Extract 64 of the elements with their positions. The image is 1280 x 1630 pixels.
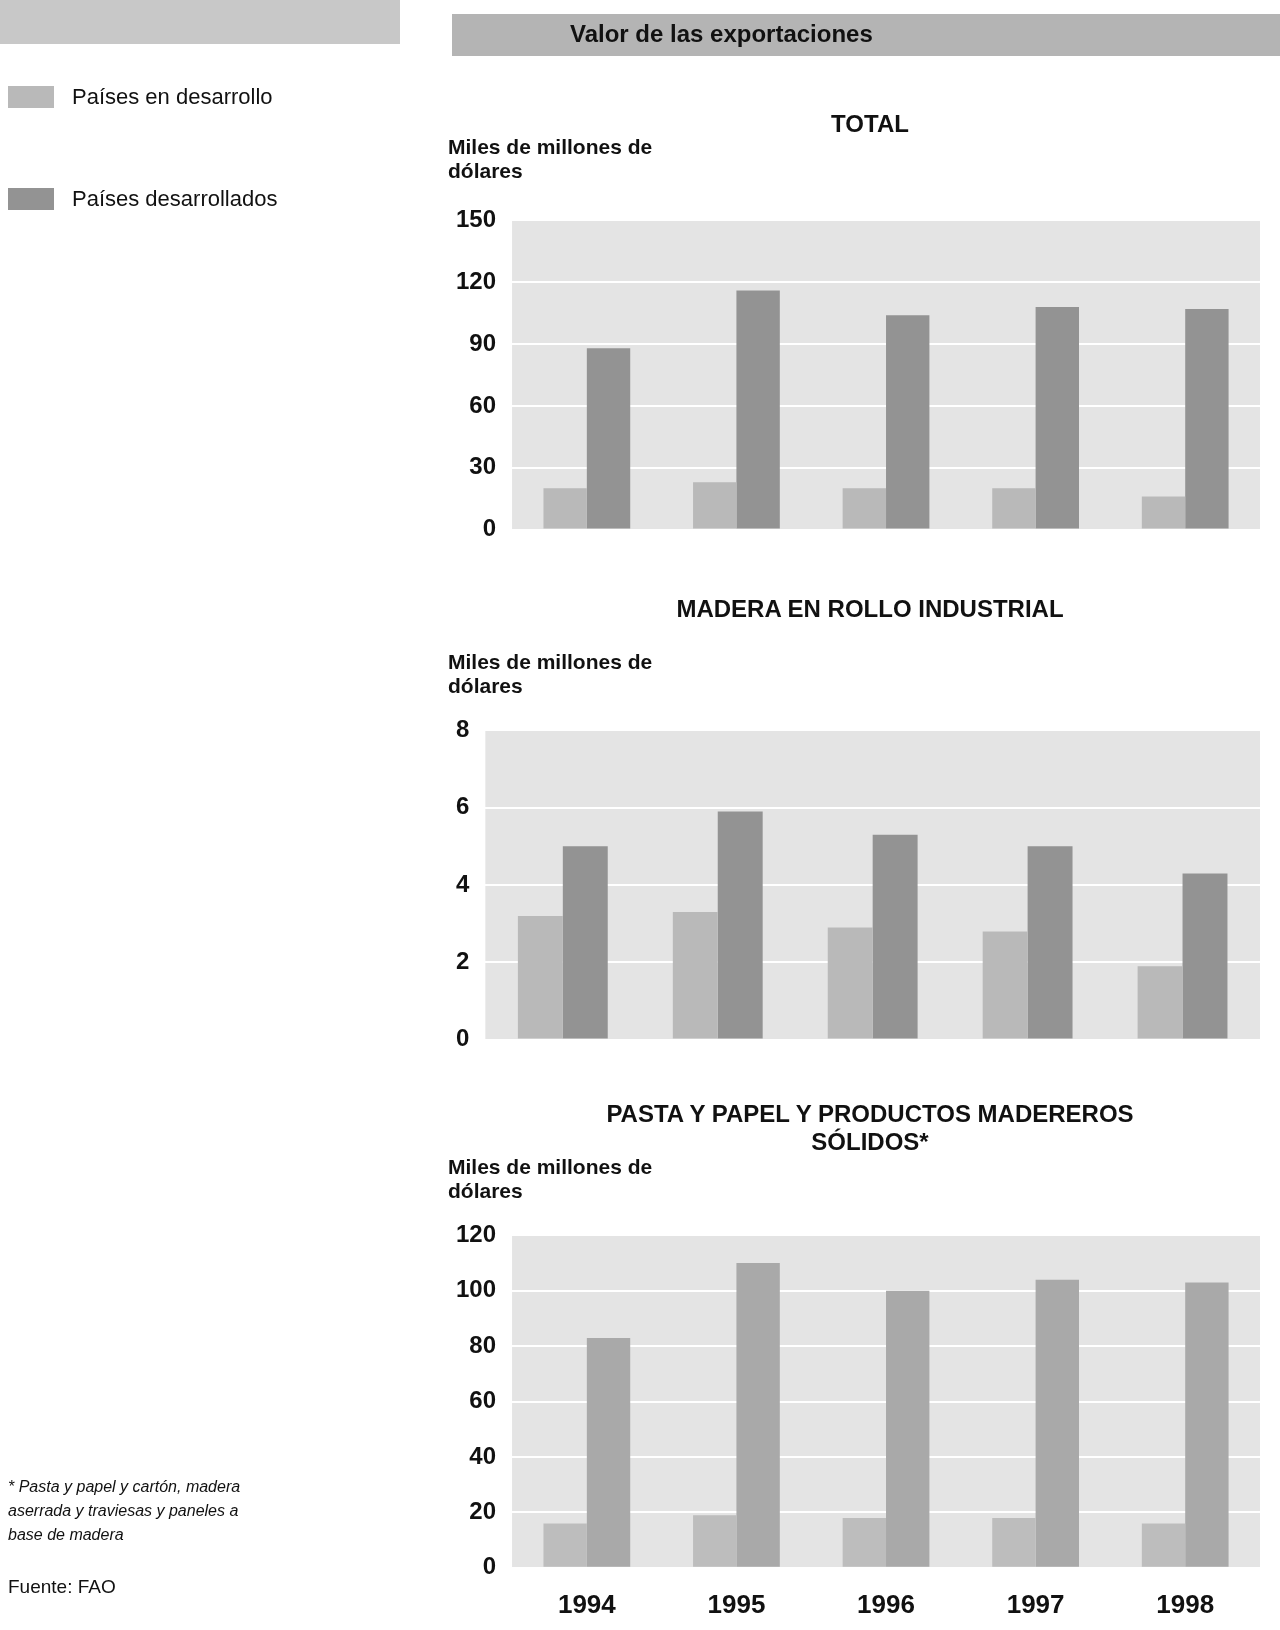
bar bbox=[517, 915, 563, 1039]
y-axis-title: Miles de millones de dólares bbox=[448, 135, 654, 183]
y-axis-title: Miles de millones de dólares bbox=[448, 1155, 654, 1203]
y-tick-label: 8 bbox=[455, 715, 470, 743]
bar bbox=[1035, 306, 1079, 529]
x-tick-label: 1995 bbox=[707, 1588, 766, 1619]
y-tick-label: 80 bbox=[469, 1330, 497, 1358]
y-tick-label: 120 bbox=[456, 1220, 497, 1248]
chart-title: PASTA Y PAPEL Y PRODUCTOS MADEREROS SÓLIDOS* bbox=[605, 1100, 1135, 1156]
bar bbox=[1141, 1523, 1186, 1567]
y-tick-label: 20 bbox=[469, 1497, 497, 1525]
bar bbox=[1185, 309, 1229, 529]
y-tick-label: 60 bbox=[469, 1386, 497, 1414]
legend-label: Países desarrollados bbox=[72, 186, 278, 212]
bar bbox=[1182, 873, 1228, 1039]
bar bbox=[886, 1290, 930, 1567]
bar bbox=[842, 488, 887, 529]
chart-subtitle: TOTAL bbox=[831, 110, 909, 137]
bar bbox=[562, 846, 608, 1039]
y-axis-title: Miles de millones de dólares bbox=[448, 650, 654, 698]
bar bbox=[586, 1337, 631, 1567]
x-tick-label: 1998 bbox=[1156, 1588, 1215, 1619]
y-tick-label: 2 bbox=[455, 946, 470, 974]
y-tick-label: 40 bbox=[469, 1441, 497, 1469]
bar bbox=[982, 931, 1028, 1039]
y-tick-label: 4 bbox=[455, 869, 470, 897]
y-tick-label: 0 bbox=[455, 1024, 470, 1052]
bar bbox=[717, 811, 763, 1039]
y-tick-label: 0 bbox=[482, 1552, 497, 1580]
bar bbox=[736, 290, 780, 529]
legend-label: Países en desarrollo bbox=[72, 84, 273, 110]
source-note: Fuente: FAO bbox=[8, 1575, 117, 1599]
bar bbox=[1137, 966, 1183, 1039]
bar bbox=[543, 488, 587, 529]
text: * Pasta y papel y cartón, madera aserrada y traviesas y paneles a base de madera bbox=[8, 1477, 242, 1545]
chart-title: MADERA EN ROLLO INDUSTRIAL bbox=[675, 595, 1065, 623]
bar bbox=[827, 927, 873, 1039]
y-tick-label: 120 bbox=[456, 266, 497, 294]
y-tick-label: 30 bbox=[469, 452, 497, 480]
bar bbox=[693, 1515, 737, 1567]
y-tick-label: 90 bbox=[469, 328, 497, 356]
bar bbox=[543, 1523, 587, 1567]
bar bbox=[992, 1517, 1036, 1567]
bar bbox=[736, 1263, 780, 1567]
y-tick-label: 6 bbox=[455, 792, 470, 820]
chart-title: Valor de las exportaciones bbox=[570, 20, 873, 48]
x-tick-label: 1997 bbox=[1006, 1588, 1065, 1619]
bar bbox=[886, 315, 930, 529]
bar bbox=[872, 834, 918, 1039]
x-tick-label: 1996 bbox=[857, 1588, 915, 1619]
bar bbox=[1141, 496, 1186, 529]
bar bbox=[992, 488, 1036, 529]
y-tick-label: 100 bbox=[456, 1275, 497, 1303]
bar bbox=[672, 912, 718, 1039]
bar bbox=[842, 1517, 887, 1567]
x-tick-label: 1994 bbox=[557, 1588, 617, 1619]
y-tick-label: 150 bbox=[456, 205, 497, 233]
bar bbox=[693, 482, 737, 529]
y-tick-label: 0 bbox=[482, 514, 497, 542]
y-tick-label: 60 bbox=[469, 390, 497, 418]
bar bbox=[1185, 1282, 1229, 1567]
bar bbox=[586, 348, 631, 529]
bar bbox=[1035, 1279, 1079, 1567]
bar bbox=[1027, 846, 1073, 1039]
